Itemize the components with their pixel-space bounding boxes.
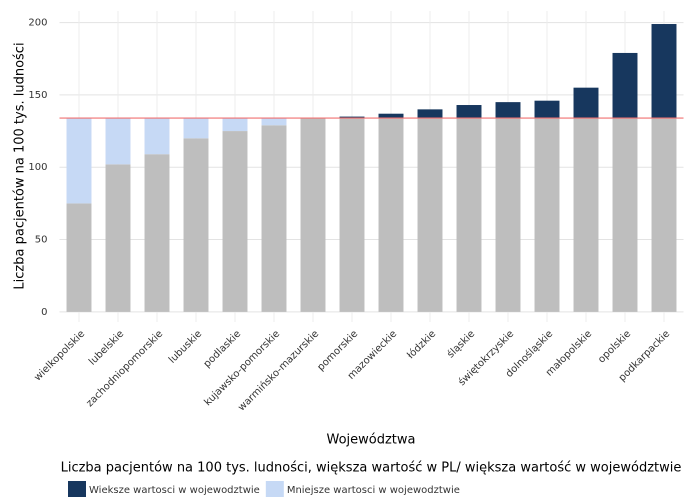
- y-tick-label: 200: [28, 18, 47, 29]
- bar: [612, 118, 638, 312]
- bar: [339, 118, 365, 312]
- difference-bar: [222, 118, 248, 132]
- difference-bar: [183, 118, 209, 139]
- x-tick-label: podlaskie: [202, 328, 243, 369]
- y-tick-label: 150: [28, 90, 47, 101]
- difference-bar: [573, 87, 599, 119]
- bar: [417, 118, 443, 312]
- x-axis-title: Województwa: [326, 433, 415, 448]
- difference-bar: [612, 52, 638, 119]
- legend-title: Liczba pacjentów na 100 tys. ludności, w…: [61, 461, 682, 476]
- legend-swatch: [68, 481, 86, 497]
- bar: [456, 118, 482, 312]
- bar: [534, 118, 560, 312]
- difference-bar: [261, 118, 287, 126]
- difference-bar: [378, 113, 404, 119]
- legend-label: Mniejsze wartosci w wojewodztwie: [287, 485, 460, 496]
- bar: [300, 118, 326, 312]
- bar: [222, 131, 248, 312]
- y-axis-title: Liczba pacjentów na 100 tys. ludności: [13, 42, 28, 289]
- bar: [261, 125, 287, 312]
- bar: [378, 118, 404, 312]
- legend-label: Wieksze wartosci w wojewodztwie: [89, 485, 260, 496]
- difference-bar: [339, 116, 365, 119]
- x-tick-label: opolskie: [596, 328, 633, 365]
- difference-bar: [144, 118, 170, 155]
- x-tick-label: zachodniopomorskie: [84, 328, 165, 409]
- legend-swatch: [265, 481, 284, 497]
- difference-bar: [417, 109, 443, 119]
- x-tick-label: warmińsko-mazurskie: [236, 328, 322, 414]
- y-tick-label: 50: [35, 235, 48, 246]
- difference-bar: [534, 100, 560, 119]
- x-tick-label: lubelskie: [87, 328, 126, 367]
- bar: [573, 118, 599, 312]
- y-tick-label: 0: [41, 307, 47, 318]
- x-tick-label: śląskie: [445, 328, 478, 361]
- bar: [651, 118, 677, 312]
- bar: [183, 138, 209, 312]
- difference-bar: [495, 102, 521, 119]
- y-tick-label: 100: [28, 162, 47, 173]
- difference-bar: [105, 118, 131, 165]
- x-tick-label: lubuskie: [167, 328, 204, 365]
- difference-bar: [456, 105, 482, 119]
- difference-bar: [66, 118, 92, 204]
- difference-bar: [651, 24, 677, 119]
- bar: [495, 118, 521, 312]
- bar: [144, 154, 170, 312]
- bar: [105, 164, 131, 312]
- x-tick-label: wielkopolskie: [32, 328, 87, 383]
- bar: [66, 203, 92, 312]
- x-tick-label: łódzkie: [405, 328, 438, 361]
- x-tick-label: kujawsko-pomorskie: [202, 328, 282, 408]
